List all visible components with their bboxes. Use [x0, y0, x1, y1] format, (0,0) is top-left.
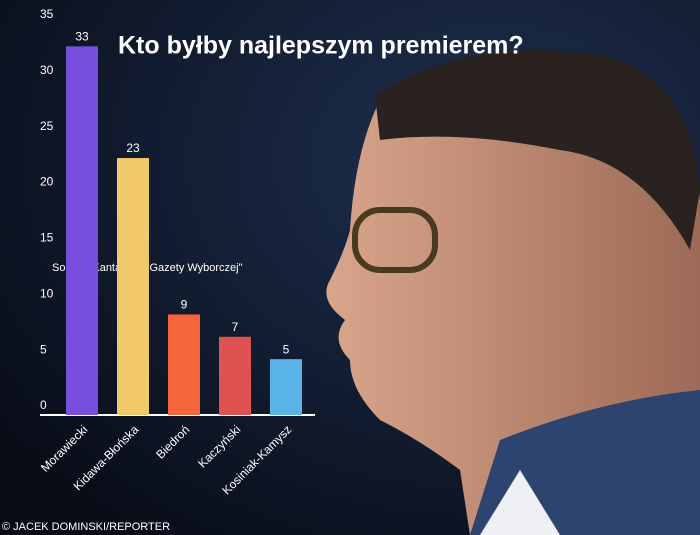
- portrait-hair: [375, 50, 700, 250]
- bar: [66, 46, 98, 415]
- value-label: 7: [232, 320, 239, 334]
- bar: [168, 314, 200, 415]
- portrait-glasses: [352, 207, 438, 273]
- y-tick-label: 10: [40, 286, 54, 300]
- photo-credit: © JACEK DOMINSKI/REPORTER: [2, 521, 170, 533]
- y-tick-label: 0: [40, 398, 47, 412]
- bar: [270, 359, 302, 415]
- chart-title: Kto byłby najlepszym premierem?: [118, 32, 524, 60]
- y-tick-label: 15: [40, 231, 54, 245]
- bar: [117, 158, 149, 416]
- y-tick-label: 5: [40, 342, 47, 356]
- bar: [219, 336, 251, 415]
- value-label: 23: [126, 141, 140, 155]
- value-label: 33: [75, 30, 89, 44]
- y-tick-label: 25: [40, 119, 54, 133]
- y-tick-label: 30: [40, 63, 54, 77]
- value-label: 5: [283, 342, 290, 356]
- portrait-collar: [480, 470, 560, 535]
- value-label: 9: [181, 298, 188, 312]
- y-tick-label: 20: [40, 175, 54, 189]
- y-tick-label: 35: [40, 7, 54, 21]
